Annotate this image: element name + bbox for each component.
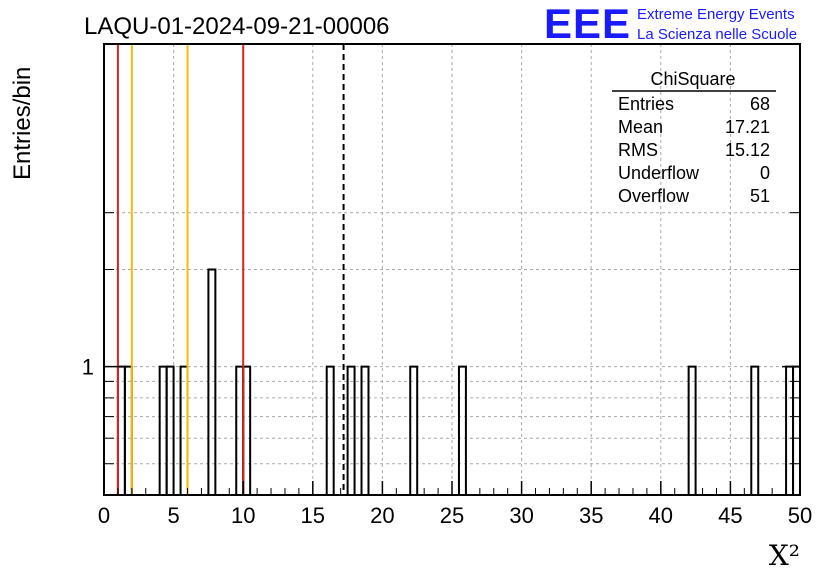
y-tick-label: 1: [82, 355, 94, 380]
logo: EEE Extreme Energy Events La Scienza nel…: [544, 0, 797, 47]
histogram-bars: [116, 268, 801, 495]
histogram-bin: [687, 365, 697, 495]
histogram-bin: [785, 365, 795, 495]
x-tick-label: 40: [649, 503, 673, 528]
stats-value: 0: [760, 163, 770, 183]
histogram-bin: [750, 365, 760, 495]
histogram-bin: [457, 365, 467, 495]
histogram-bin: [123, 365, 133, 495]
x-tick-label: 5: [167, 503, 179, 528]
histogram-bin: [792, 365, 801, 495]
x-tick-label: 0: [98, 503, 110, 528]
histogram-bin: [346, 365, 356, 495]
stats-value: 17.21: [725, 117, 770, 137]
histogram-bin: [325, 365, 335, 495]
reference-lines: [116, 44, 345, 495]
stats-box: ChiSquare Entries 68 Mean 17.21 RMS 15.12 Unde…: [612, 69, 776, 206]
histogram-bin: [158, 365, 168, 495]
y-axis-title: Entries/bin: [9, 67, 36, 180]
chart-title: LAQU-01-2024-09-21-00006: [84, 13, 390, 40]
histogram-bin: [235, 365, 245, 495]
x-axis-title: X²: [769, 539, 800, 572]
stats-value: 68: [750, 94, 770, 114]
histogram-bin: [207, 268, 217, 495]
logo-mark: EEE: [544, 0, 631, 47]
x-tick-label: 25: [440, 503, 464, 528]
stats-label: RMS: [618, 140, 658, 160]
stats-value: 51: [750, 186, 770, 206]
histogram-bin: [116, 365, 126, 495]
x-tick-label: 35: [579, 503, 603, 528]
x-tick-label: 50: [788, 503, 812, 528]
x-tick-label: 45: [718, 503, 742, 528]
x-tick-label: 30: [509, 503, 533, 528]
histogram-bin: [360, 365, 370, 495]
grid: [104, 44, 800, 495]
histogram-bin: [409, 365, 419, 495]
histogram-bin: [165, 365, 175, 495]
logo-line1: Extreme Energy Events: [637, 6, 795, 23]
stats-value: 15.12: [725, 140, 770, 160]
stats-label: Mean: [618, 117, 663, 137]
histogram-bin: [179, 365, 189, 495]
stats-label: Underflow: [618, 163, 700, 183]
stats-label: Entries: [618, 94, 674, 114]
axes: 0 5 10 15 20 25 30 35 40 45 501: [82, 43, 812, 528]
x-tick-label: 15: [301, 503, 325, 528]
x-tick-label: 10: [231, 503, 255, 528]
logo-line2: La Scienza nelle Scuole: [637, 26, 797, 43]
histogram-bin: [242, 365, 252, 495]
x-tick-label: 20: [370, 503, 394, 528]
stats-label: Overflow: [618, 186, 690, 206]
stats-name: ChiSquare: [650, 69, 735, 89]
